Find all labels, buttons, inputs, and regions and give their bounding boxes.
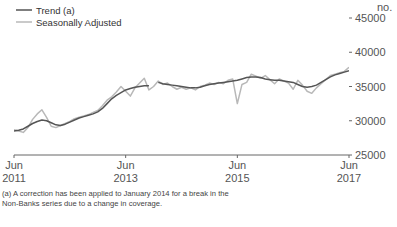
x-tick-label: Jun2017 xyxy=(337,159,361,184)
x-tick-label-part: Jun xyxy=(5,159,23,171)
footnote-line: (a) A correction has been applied to Jan… xyxy=(2,189,229,198)
legend-swatch xyxy=(16,21,32,23)
y-tick xyxy=(349,86,352,87)
y-tick xyxy=(349,120,352,121)
y-tick-label: 25000 xyxy=(355,149,386,161)
series-line xyxy=(14,71,349,131)
x-tick-label: Jun2015 xyxy=(225,159,249,184)
y-tick-label: 35000 xyxy=(355,81,386,93)
footnote-line: Non-Banks series due to a change in cove… xyxy=(2,199,162,208)
x-tick-label: Jun2013 xyxy=(113,159,137,184)
x-axis xyxy=(14,155,349,156)
x-tick xyxy=(14,155,15,158)
x-tick-label-part: 2017 xyxy=(337,172,361,184)
x-tick xyxy=(237,155,238,158)
legend-label: Seasonally Adjusted xyxy=(36,17,122,28)
x-tick-label-part: Jun xyxy=(117,159,135,171)
y-tick-label: 30000 xyxy=(355,115,386,127)
legend-swatch xyxy=(16,9,32,11)
x-tick xyxy=(125,155,126,158)
x-tick-label-part: Jun xyxy=(228,159,246,171)
x-tick-label-part: 2013 xyxy=(113,172,137,184)
x-tick-label-part: 2011 xyxy=(2,172,26,184)
chart: 2500030000350004000045000no.Jun2011Jun20… xyxy=(0,0,397,227)
y-tick-label: 40000 xyxy=(355,46,386,58)
legend-label: Trend (a) xyxy=(36,5,75,16)
footnote: (a) A correction has been applied to Jan… xyxy=(2,189,229,208)
y-axis-label: no. xyxy=(377,1,392,13)
x-tick-label-part: Jun xyxy=(340,159,358,171)
x-tick xyxy=(349,155,350,158)
y-tick-label: 45000 xyxy=(355,12,386,24)
x-tick-label: Jun2011 xyxy=(2,159,26,184)
series-line xyxy=(14,67,349,132)
y-tick xyxy=(349,52,352,53)
y-tick xyxy=(349,18,352,19)
x-tick-label-part: 2015 xyxy=(225,172,249,184)
plot-area xyxy=(14,67,349,132)
